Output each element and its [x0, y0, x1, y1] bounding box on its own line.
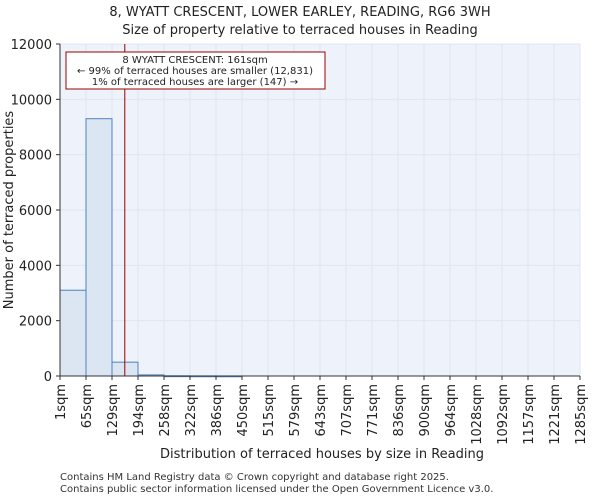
x-tick-label: 515sqm	[262, 384, 277, 437]
footer-line1: Contains HM Land Registry data © Crown c…	[60, 472, 449, 483]
annotation-line3: 1% of terraced houses are larger (147) →	[92, 77, 298, 88]
x-tick-label: 836sqm	[392, 384, 407, 437]
x-ticks: 1sqm 65sqm 129sqm 194sqm 258sqm 322sqm 386sqm 4…	[54, 376, 589, 445]
y-tick-label: 8000	[19, 149, 52, 164]
x-tick-label: 450sqm	[236, 384, 251, 437]
x-tick-label: 194sqm	[132, 384, 147, 437]
x-tick-label: 1285sqm	[574, 384, 589, 445]
bars	[59, 118, 243, 378]
x-tick-label: 258sqm	[158, 384, 173, 437]
y-tick-label: 2000	[19, 315, 52, 330]
y-ticks: 0 2000 4000 6000 8000 10000 12000	[11, 38, 60, 385]
footer-line2: Contains public sector information licen…	[60, 484, 494, 495]
y-axis-label: Number of terraced properties	[2, 111, 17, 310]
x-tick-label: 900sqm	[418, 384, 433, 437]
x-tick-label: 964sqm	[444, 384, 459, 437]
x-tick-label: 1028sqm	[470, 384, 485, 445]
grid	[59, 43, 581, 377]
y-tick-label: 12000	[11, 38, 52, 53]
x-tick-label: 386sqm	[210, 384, 225, 437]
chart-subtitle: Size of property relative to terraced ho…	[122, 23, 478, 38]
x-tick-label: 322sqm	[184, 384, 199, 437]
x-tick-label: 643sqm	[314, 384, 329, 437]
annotation-line1: 8 WYATT CRESCENT: 161sqm	[122, 55, 267, 66]
x-tick-label: 1157sqm	[522, 384, 537, 445]
x-tick-label: 771sqm	[366, 384, 381, 437]
y-tick-label: 0	[44, 370, 52, 385]
x-axis-label: Distribution of terraced houses by size …	[160, 447, 484, 462]
x-tick-label: 579sqm	[288, 384, 303, 437]
x-tick-label: 1sqm	[54, 384, 69, 420]
y-tick-label: 10000	[11, 93, 52, 108]
x-tick-label: 707sqm	[340, 384, 355, 437]
x-tick-label: 65sqm	[80, 384, 95, 428]
annotation-box	[65, 51, 326, 90]
bar-65sqm	[85, 118, 113, 377]
annotation-line2: ← 99% of terraced houses are smaller (12…	[77, 66, 313, 77]
y-tick-label: 6000	[19, 204, 52, 219]
x-tick-label: 1092sqm	[496, 384, 511, 445]
y-tick-label: 4000	[19, 259, 52, 274]
x-tick-label: 129sqm	[106, 384, 121, 437]
x-tick-label: 1221sqm	[548, 384, 563, 445]
chart-title: 8, WYATT CRESCENT, LOWER EARLEY, READING…	[109, 5, 490, 20]
bar-1sqm	[59, 289, 87, 377]
